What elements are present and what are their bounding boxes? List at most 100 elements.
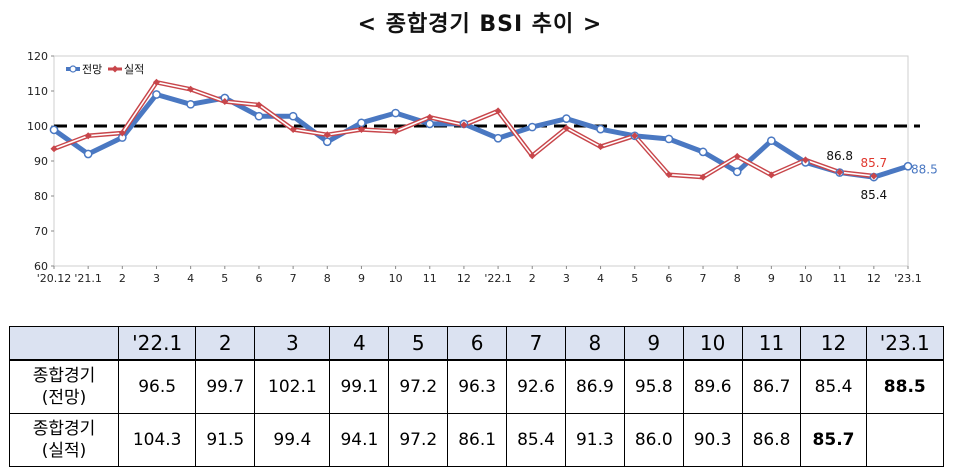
row-label-line2: (실적) bbox=[41, 441, 87, 461]
forecast-point bbox=[83, 149, 93, 159]
actual-point bbox=[528, 152, 536, 160]
table-cell: 104.3 bbox=[117, 413, 197, 467]
table-header-cell: 10 bbox=[682, 326, 743, 361]
actual-point bbox=[392, 127, 400, 135]
y-tick-label: 110 bbox=[27, 85, 48, 98]
forecast-point bbox=[493, 133, 503, 143]
x-tick-label: 12 bbox=[457, 272, 471, 285]
x-tick-label: '20.12 bbox=[37, 272, 72, 285]
row-label-line1: 종합경기 bbox=[32, 366, 96, 386]
actual-point bbox=[187, 85, 195, 93]
x-tick-label: 5 bbox=[221, 272, 228, 285]
table-header-cell: 12 bbox=[800, 326, 867, 361]
table-cell-empty bbox=[865, 413, 945, 467]
table-header-cell: 4 bbox=[329, 326, 390, 361]
y-tick-label: 80 bbox=[34, 190, 48, 203]
actual-point bbox=[84, 132, 92, 140]
table-cell: 96.3 bbox=[447, 359, 508, 414]
table-header-cell: 7 bbox=[506, 326, 566, 361]
table-cell: 99.1 bbox=[329, 359, 390, 414]
table-header-cell: 3 bbox=[254, 326, 331, 361]
table-cell: 86.8 bbox=[741, 413, 802, 467]
forecast-series-line bbox=[51, 92, 911, 180]
actual-point bbox=[494, 107, 502, 115]
bsi-line-chart: 60 70 80 90 100 110 120 '20.12'21.1 2 3 4 5 6 7 8 9 10 11… bbox=[10, 44, 940, 290]
x-tick-label: 6 bbox=[665, 272, 672, 285]
table-cell: 86.1 bbox=[447, 413, 508, 467]
table-cell: 92.6 bbox=[506, 359, 566, 414]
forecast-point bbox=[357, 118, 366, 128]
actual-point bbox=[50, 145, 58, 153]
table-header-cell: 2 bbox=[195, 326, 256, 361]
actual-point bbox=[562, 124, 570, 132]
table-row-forecast: 종합경기 (전망) 96.5 99.7 102.1 99.1 97.2 96.3… bbox=[9, 359, 945, 414]
actual-point bbox=[870, 172, 878, 180]
forecast-point bbox=[767, 136, 776, 146]
x-tick-label: 9 bbox=[768, 272, 775, 285]
actual-point bbox=[152, 78, 161, 86]
table-header-row: '22.1 2 3 4 5 6 7 8 9 10 11 12 '23.1 bbox=[9, 326, 945, 361]
forecast-point bbox=[596, 124, 605, 134]
actual-point bbox=[699, 173, 707, 181]
table-header-cell: '23.1 bbox=[865, 326, 945, 361]
table-cell: 91.3 bbox=[564, 413, 625, 467]
table-cell: 91.5 bbox=[195, 413, 256, 467]
actual-point bbox=[221, 97, 229, 106]
x-tick-label: 3 bbox=[563, 272, 570, 285]
forecast-point bbox=[664, 134, 674, 144]
x-tick-label: 11 bbox=[833, 272, 847, 285]
annotation-actual-dec: 85.7 bbox=[860, 156, 887, 170]
x-tick-label: '21.1 bbox=[74, 272, 102, 285]
y-tick-label: 120 bbox=[27, 50, 48, 63]
table-cell: 97.2 bbox=[388, 413, 449, 467]
legend-actual-marker bbox=[111, 65, 119, 73]
table-header-cell: 11 bbox=[741, 326, 802, 361]
forecast-point bbox=[152, 90, 161, 99]
table-corner-cell bbox=[9, 326, 119, 361]
x-tick-label: 10 bbox=[389, 272, 403, 285]
table-cell: 90.3 bbox=[682, 413, 743, 467]
table-cell: 85.4 bbox=[506, 413, 566, 467]
actual-point bbox=[733, 152, 741, 160]
actual-point bbox=[357, 125, 365, 134]
annotation-actual-nov: 86.8 bbox=[826, 149, 853, 163]
actual-point bbox=[836, 168, 844, 176]
table-cell: 85.4 bbox=[800, 359, 867, 414]
forecast-point bbox=[186, 99, 195, 109]
legend: 전망 실적 bbox=[66, 63, 144, 76]
table-cell: 86.9 bbox=[564, 359, 625, 414]
x-tick-label: 3 bbox=[153, 272, 160, 285]
table-row-actual: 종합경기 (실적) 104.3 91.5 99.4 94.1 97.2 86.1… bbox=[9, 413, 945, 467]
y-tick-label: 90 bbox=[34, 155, 48, 168]
x-tick-label: 12 bbox=[867, 272, 881, 285]
table-cell-latest: 88.5 bbox=[865, 359, 945, 414]
x-tick-label: '23.1 bbox=[894, 272, 922, 285]
x-tick-label: '22.1 bbox=[484, 272, 512, 285]
x-tick-label: 5 bbox=[631, 272, 638, 285]
forecast-point bbox=[732, 167, 742, 177]
x-tick-label: 7 bbox=[700, 272, 707, 285]
table-cell: 94.1 bbox=[329, 413, 390, 467]
actual-point bbox=[801, 156, 810, 164]
x-tick-label: 8 bbox=[734, 272, 741, 285]
forecast-point bbox=[698, 147, 708, 157]
bsi-data-table: '22.1 2 3 4 5 6 7 8 9 10 11 12 '23.1 종합경… bbox=[9, 326, 945, 467]
x-tick-label: 2 bbox=[119, 272, 126, 285]
forecast-point bbox=[288, 111, 298, 121]
table-header-cell: 9 bbox=[623, 326, 684, 361]
row-label-line2: (전망) bbox=[41, 388, 87, 408]
table-cell: 99.7 bbox=[195, 359, 256, 414]
actual-series-line bbox=[53, 80, 875, 180]
annotation-forecast-jan: 88.5 bbox=[911, 162, 938, 176]
actual-point bbox=[118, 129, 126, 137]
legend-actual-label: 실적 bbox=[124, 63, 144, 76]
table-cell: 102.1 bbox=[254, 359, 331, 414]
table-cell: 86.0 bbox=[623, 413, 684, 467]
table-cell-latest: 85.7 bbox=[800, 413, 867, 467]
table-cell: 96.5 bbox=[117, 359, 197, 414]
x-tick-label: 4 bbox=[187, 272, 194, 285]
actual-point bbox=[323, 131, 331, 139]
row-label-actual: 종합경기 (실적) bbox=[9, 413, 119, 467]
table-cell: 97.2 bbox=[388, 359, 449, 414]
forecast-point bbox=[391, 108, 400, 118]
